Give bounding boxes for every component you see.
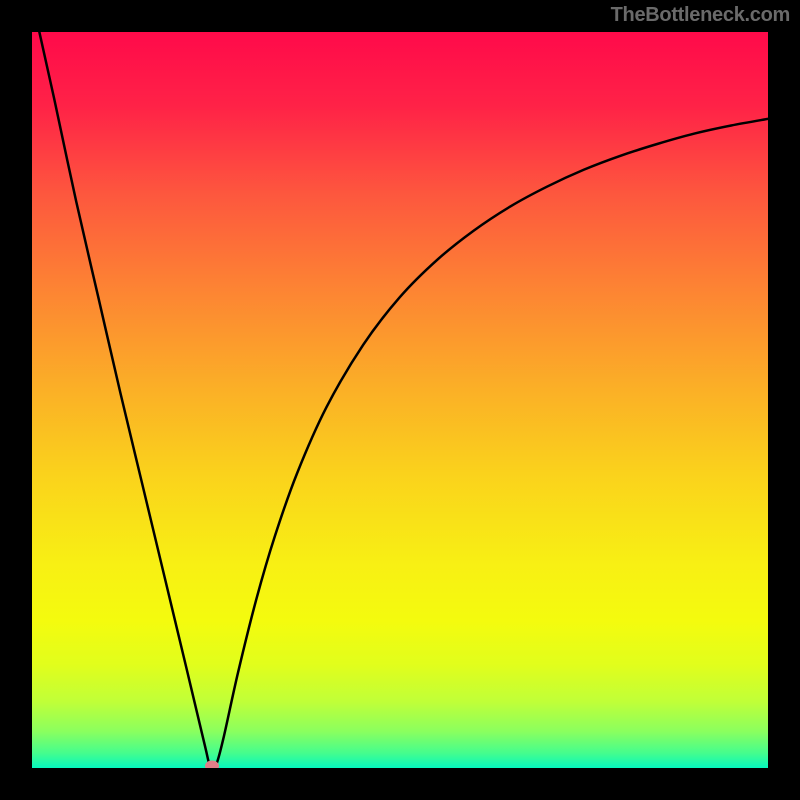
curve-path — [39, 32, 768, 768]
plot-area — [32, 32, 768, 768]
watermark-text: TheBottleneck.com — [611, 4, 790, 27]
bottleneck-curve — [32, 32, 768, 768]
plot-frame — [32, 32, 768, 768]
minimum-marker — [205, 760, 219, 768]
